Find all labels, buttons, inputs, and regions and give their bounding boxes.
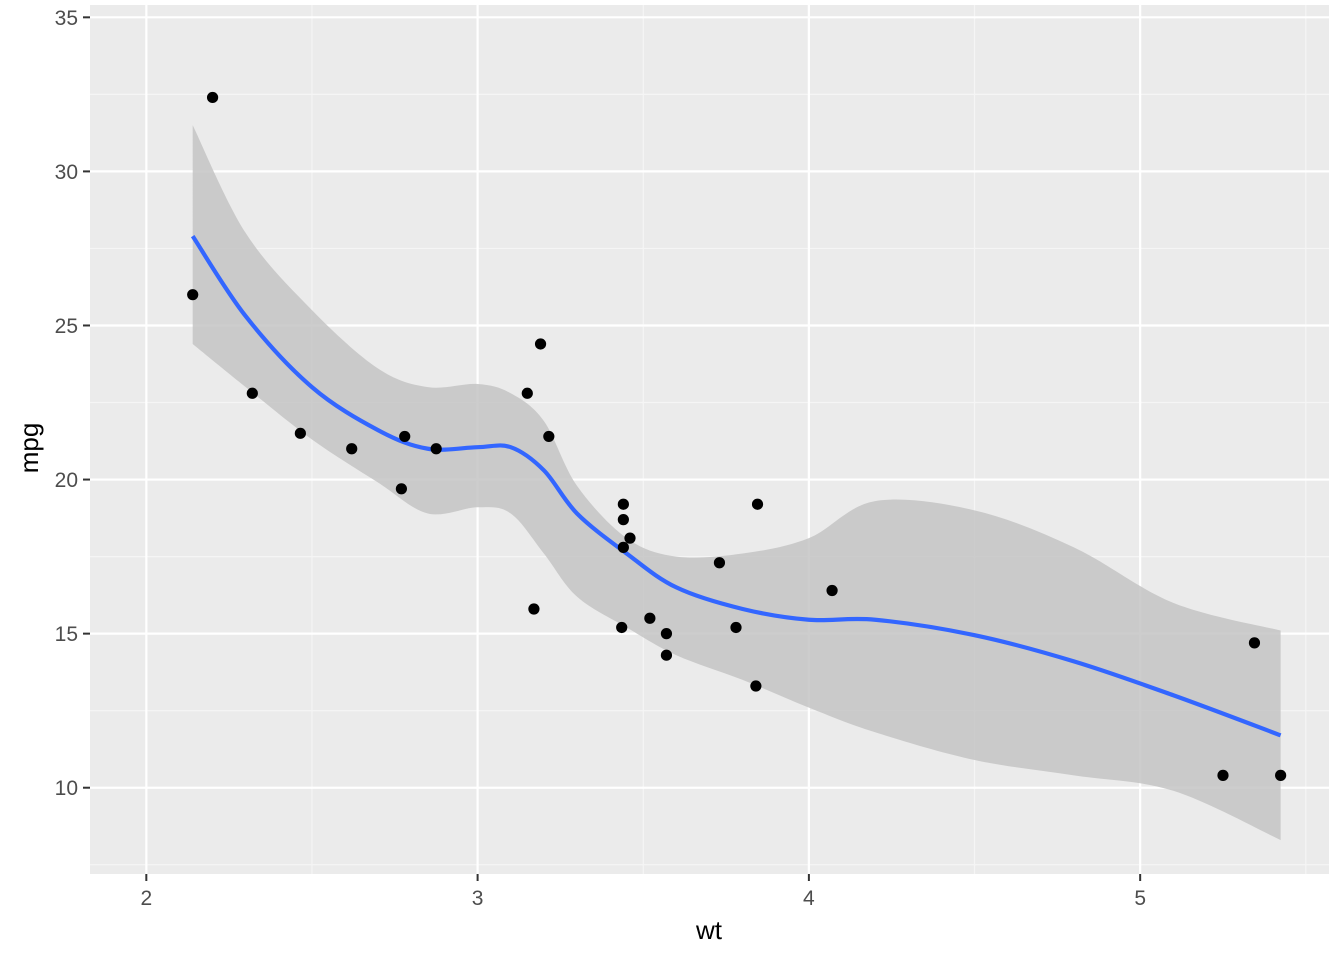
x-tick-label: 3 [472, 887, 484, 910]
data-point [395, 483, 408, 495]
data-point [1248, 637, 1261, 649]
data-point [187, 289, 199, 301]
data-point [1217, 769, 1229, 781]
y-tick-label: 30 [55, 161, 78, 184]
data-point [750, 680, 762, 692]
data-point [617, 498, 629, 510]
data-point [730, 621, 742, 634]
confidence-band [192, 125, 1281, 841]
points-layer [187, 91, 1287, 781]
data-point [206, 91, 219, 104]
y-tick-label: 25 [55, 315, 78, 338]
data-point [644, 612, 656, 624]
y-tick-label: 15 [55, 623, 78, 646]
x-axis-title: wt [695, 915, 723, 945]
x-tick-label: 5 [1134, 887, 1146, 910]
x-axis: 2 3 4 5 [140, 874, 1146, 910]
data-point [1275, 769, 1287, 781]
data-point [346, 443, 358, 455]
y-tick-label: 35 [55, 7, 78, 30]
data-point [543, 430, 555, 443]
x-tick-label: 4 [803, 887, 815, 910]
y-axis: 10 15 20 25 30 35 [55, 7, 90, 800]
data-point [616, 621, 628, 634]
smooth-line-layer [190, 234, 1282, 738]
data-point [294, 427, 306, 439]
data-point [617, 541, 629, 553]
data-point [826, 584, 838, 597]
y-tick-label: 10 [55, 777, 78, 800]
data-point [521, 387, 533, 399]
data-point [660, 628, 673, 640]
data-point [617, 514, 629, 526]
data-point [660, 649, 673, 661]
data-point [528, 603, 540, 615]
data-point [246, 387, 258, 399]
data-point [624, 532, 636, 544]
confidence-band-layer [192, 125, 1281, 841]
x-tick-label: 2 [140, 887, 152, 910]
data-point [430, 443, 442, 455]
y-tick-label: 20 [55, 469, 78, 492]
data-point [399, 430, 411, 443]
data-point [713, 557, 726, 569]
y-axis-title: mpg [14, 423, 44, 474]
smooth-line [190, 234, 1282, 738]
data-point [751, 498, 764, 510]
data-point [534, 338, 547, 350]
